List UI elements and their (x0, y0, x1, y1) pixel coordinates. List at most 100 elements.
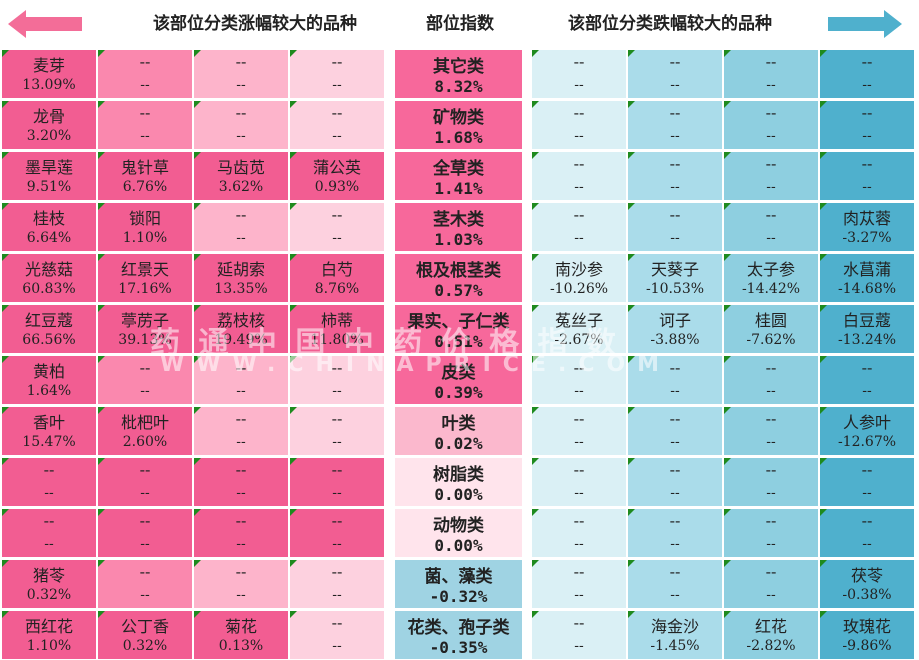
corner-mark-icon (532, 203, 539, 210)
decliner-cell: 海金沙 -1.45% (628, 611, 722, 659)
change-percent: -- (236, 230, 246, 246)
change-percent: -- (574, 179, 584, 195)
decliner-cell: -- -- (724, 152, 818, 200)
herb-name: -- (139, 52, 151, 71)
change-percent: -- (236, 128, 246, 144)
change-percent: -- (766, 536, 776, 552)
herb-name: 柿蒂 (320, 311, 353, 330)
gainer-cell: 香叶 15.47% (2, 407, 96, 455)
change-percent: 0.32% (26, 587, 72, 603)
change-percent: 1.10% (122, 230, 168, 246)
decliner-cell: -- -- (628, 458, 722, 506)
change-percent: -- (236, 434, 246, 450)
corner-mark-icon (2, 254, 9, 261)
gainer-cell: 柿蒂 11.80% (290, 305, 384, 353)
category-name: 花类、孢子类 (407, 618, 510, 638)
corner-mark-icon (290, 458, 297, 465)
corner-mark-icon (290, 152, 297, 159)
corner-mark-icon (98, 305, 105, 312)
decliner-cell: -- -- (532, 509, 626, 557)
category-index-value: 0.39% (434, 383, 483, 402)
change-percent: -9.86% (842, 638, 892, 654)
corner-mark-icon (2, 305, 9, 312)
change-percent: -- (236, 536, 246, 552)
corner-mark-icon (724, 254, 731, 261)
decliner-cell: 茯苓 -0.38% (820, 560, 914, 608)
herb-name: -- (139, 460, 151, 479)
herb-name: -- (139, 511, 151, 530)
gainer-cell: -- -- (290, 611, 384, 659)
corner-mark-icon (98, 356, 105, 363)
corner-mark-icon (820, 50, 827, 57)
change-percent: -- (766, 179, 776, 195)
herb-name: 太子参 (746, 260, 795, 279)
corner-mark-icon (194, 458, 201, 465)
herb-name: -- (765, 511, 777, 530)
change-percent: -- (670, 77, 680, 93)
change-percent: 66.56% (22, 332, 76, 348)
gainer-cell: -- -- (98, 50, 192, 98)
gainer-cell: -- -- (98, 509, 192, 557)
herb-name: -- (669, 154, 681, 173)
change-percent: -- (670, 128, 680, 144)
corner-mark-icon (194, 254, 201, 261)
corner-mark-icon (724, 356, 731, 363)
category-index-value: 0.00% (434, 485, 483, 504)
decliner-cell: -- -- (724, 356, 818, 404)
herb-name: -- (235, 409, 247, 428)
gainer-cell: -- -- (290, 560, 384, 608)
herb-name: 鬼针草 (120, 158, 169, 177)
change-percent: 6.64% (26, 230, 72, 246)
decliner-cell: -- -- (532, 458, 626, 506)
gainer-cell: 枇杷叶 2.60% (98, 407, 192, 455)
change-percent: -- (332, 485, 342, 501)
herb-name: -- (669, 205, 681, 224)
decliner-cell: 人参叶 -12.67% (820, 407, 914, 455)
change-percent: -- (766, 383, 776, 399)
change-percent: -- (140, 383, 150, 399)
corner-mark-icon (290, 356, 297, 363)
change-percent: -1.45% (650, 638, 700, 654)
corner-mark-icon (98, 407, 105, 414)
change-percent: -- (670, 536, 680, 552)
corner-mark-icon (194, 509, 201, 516)
corner-mark-icon (724, 458, 731, 465)
herb-name: -- (765, 358, 777, 377)
herb-name: 马齿苋 (216, 158, 265, 177)
corner-mark-icon (98, 50, 105, 57)
herb-name: -- (331, 103, 343, 122)
decliner-cell: -- -- (724, 50, 818, 98)
corner-mark-icon (820, 152, 827, 159)
corner-mark-icon (628, 203, 635, 210)
corner-mark-icon (194, 560, 201, 567)
change-percent: -0.38% (842, 587, 892, 603)
decliner-cell: -- -- (820, 101, 914, 149)
herb-name: 麦芽 (32, 56, 65, 75)
category-index-cell: 果实、子仁类 0.51% (395, 305, 522, 353)
corner-mark-icon (820, 611, 827, 618)
decliner-cell: -- -- (724, 509, 818, 557)
change-percent: 3.20% (26, 128, 72, 144)
decliner-cell: -- -- (628, 356, 722, 404)
decliner-cell: 诃子 -3.88% (628, 305, 722, 353)
gainer-cell: -- -- (194, 101, 288, 149)
herb-name: 香叶 (32, 413, 65, 432)
gainer-cell: -- -- (194, 203, 288, 251)
category-index-cell: 花类、孢子类 -0.35% (395, 611, 522, 659)
change-percent: -- (574, 485, 584, 501)
corner-mark-icon (724, 50, 731, 57)
corner-mark-icon (532, 152, 539, 159)
corner-mark-icon (820, 407, 827, 414)
herb-name: 红景天 (120, 260, 169, 279)
change-percent: -- (862, 179, 872, 195)
change-percent: 9.51% (26, 179, 72, 195)
gainer-cell: -- -- (290, 509, 384, 557)
gainer-cell: -- -- (98, 356, 192, 404)
herb-name: 黄柏 (32, 362, 65, 381)
gainer-cell: -- -- (290, 50, 384, 98)
category-name: 叶类 (441, 414, 476, 434)
gainer-cell: 西红花 1.10% (2, 611, 96, 659)
corner-mark-icon (194, 407, 201, 414)
herb-name: -- (765, 154, 777, 173)
gainer-cell: 光慈菇 60.83% (2, 254, 96, 302)
